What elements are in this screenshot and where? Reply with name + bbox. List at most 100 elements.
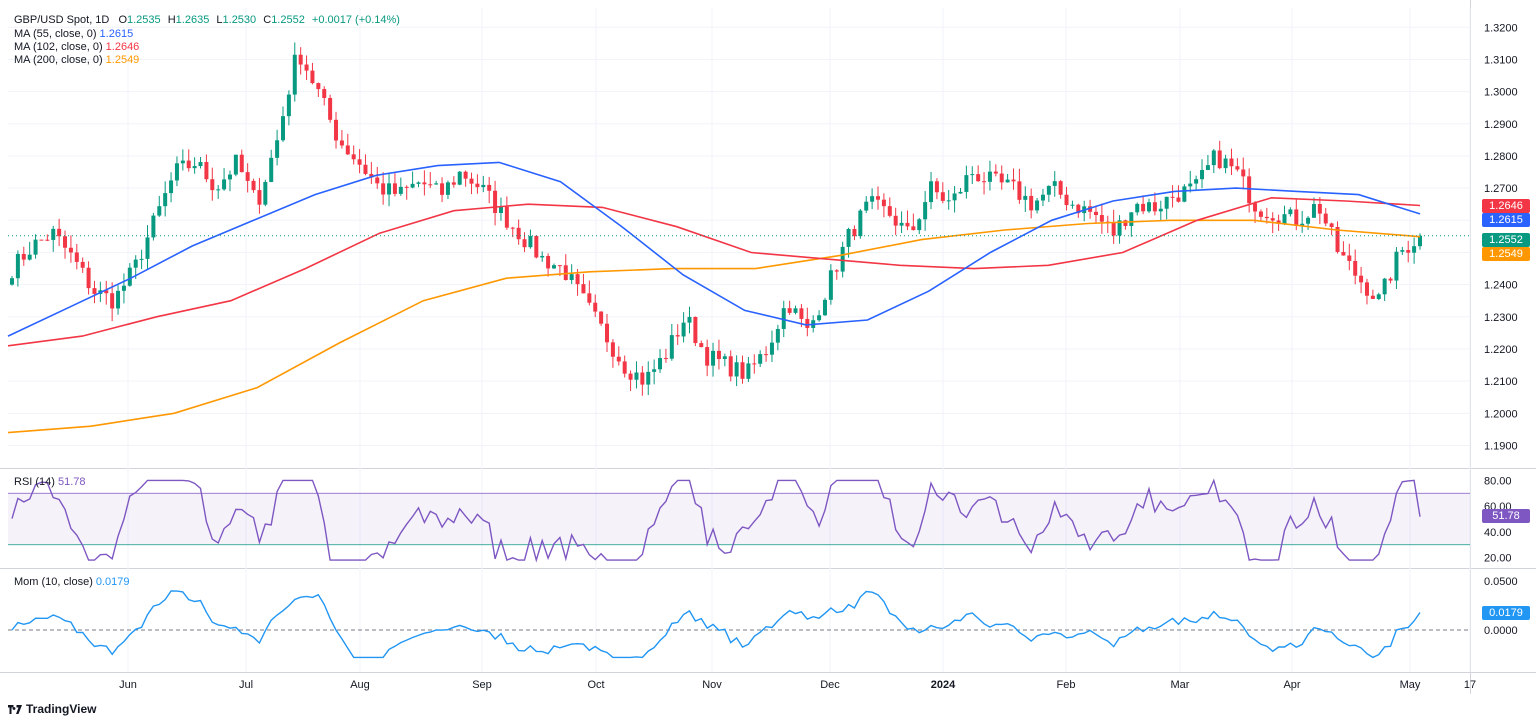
candle-up — [1164, 196, 1169, 209]
candle-down — [110, 293, 115, 309]
candle-up — [1129, 212, 1134, 226]
mom-legend[interactable]: Mom (10, close) 0.0179 — [14, 576, 130, 589]
candle-down — [1270, 218, 1275, 221]
candle-down — [80, 261, 85, 268]
candle-up — [434, 183, 439, 185]
candle-up — [1282, 214, 1287, 224]
rsi-label: RSI (14) — [14, 476, 55, 488]
candle-up — [263, 181, 268, 205]
price-tick-label: 1.2800 — [1484, 151, 1518, 163]
candle-up — [121, 285, 126, 291]
candle-down — [510, 227, 515, 229]
candle-up — [828, 270, 833, 300]
candle-down — [522, 239, 527, 248]
candle-down — [334, 119, 339, 141]
candle-down — [599, 311, 604, 324]
ma55-price-badge: 1.2615 — [1482, 213, 1530, 227]
candle-down — [1058, 181, 1063, 195]
ma200-legend[interactable]: MA (200, close, 0) 1.2549 — [14, 54, 139, 67]
candle-up — [1005, 179, 1010, 183]
candle-down — [976, 174, 981, 182]
rsi-value: 51.78 — [57, 476, 86, 488]
candle-up — [646, 371, 651, 385]
candle-up — [269, 157, 274, 182]
candle-down — [1123, 220, 1128, 226]
rsi-value-badge: 51.78 — [1482, 509, 1530, 523]
candle-down — [86, 267, 91, 289]
ma55-legend[interactable]: MA (55, close, 0) 1.2615 — [14, 28, 133, 41]
price-tick-label: 1.2700 — [1484, 183, 1518, 195]
candle-up — [1412, 246, 1417, 253]
candle-up — [634, 372, 639, 380]
ma200-value: 1.2549 — [105, 54, 140, 66]
price-tick-label: 1.2400 — [1484, 280, 1518, 292]
candle-up — [133, 259, 138, 268]
candle-down — [1359, 275, 1364, 283]
price-change: +0.0017 (+0.14%) — [311, 14, 400, 26]
ma200-line — [7, 219, 1421, 434]
ma102-legend[interactable]: MA (102, close, 0) 1.2646 — [14, 41, 139, 54]
candle-down — [104, 290, 109, 294]
candle-down — [893, 215, 898, 226]
candle-down — [1329, 223, 1334, 227]
candle-up — [658, 358, 663, 370]
price-tick-label: 1.2100 — [1484, 376, 1518, 388]
candle-up — [540, 255, 545, 258]
candle-up — [569, 274, 574, 280]
candle-up — [987, 171, 992, 182]
candle-down — [982, 181, 987, 183]
ohlc-open: O1.2535 — [118, 14, 161, 26]
candle-up — [1040, 194, 1045, 201]
candle-up — [1147, 202, 1152, 212]
candle-down — [204, 162, 209, 180]
tradingview-brand[interactable]: TradingView — [8, 702, 96, 716]
candle-down — [487, 184, 492, 191]
candle-down — [705, 347, 710, 366]
candle-up — [498, 206, 503, 213]
rsi-tick-label: 20.00 — [1484, 553, 1512, 565]
candle-up — [116, 290, 121, 309]
rsi-legend[interactable]: RSI (14) 51.78 — [14, 476, 86, 489]
candle-down — [1406, 250, 1411, 253]
symbol-legend: GBP/USD Spot, 1D O1.2535 H1.2635 L1.2530… — [14, 14, 400, 27]
ma200-price-badge: 1.2549 — [1482, 247, 1530, 261]
candle-up — [946, 200, 951, 202]
candle-down — [63, 236, 68, 248]
candle-down — [1217, 150, 1222, 169]
candle-down — [1235, 166, 1240, 170]
candle-up — [445, 182, 450, 195]
candle-up — [864, 201, 869, 211]
price-tick-label: 1.1900 — [1484, 440, 1518, 452]
ma55-value: 1.2615 — [99, 28, 134, 40]
candle-down — [245, 172, 250, 181]
candle-up — [822, 299, 827, 316]
candle-down — [663, 358, 668, 360]
candle-down — [575, 274, 580, 285]
candle-down — [310, 70, 315, 84]
close-price-badge: 1.2552 — [1482, 233, 1530, 247]
candle-up — [1200, 169, 1205, 180]
candle-down — [328, 97, 333, 120]
candle-down — [345, 145, 350, 155]
candle-down — [1317, 204, 1322, 214]
candle-down — [339, 140, 344, 146]
candle-down — [475, 183, 480, 188]
mom-tick-label: 0.0500 — [1484, 576, 1518, 588]
candle-up — [157, 206, 162, 216]
candle-down — [1335, 226, 1340, 252]
candle-up — [1394, 251, 1399, 281]
time-tick-label: Aug — [350, 679, 370, 691]
time-tick-label: 17 — [1464, 679, 1476, 691]
candle-down — [1253, 203, 1258, 212]
candle-up — [870, 196, 875, 202]
candle-down — [1370, 295, 1375, 299]
candle-up — [145, 237, 150, 259]
candle-up — [746, 363, 751, 379]
time-tick-label: May — [1400, 679, 1421, 691]
candle-down — [787, 308, 792, 313]
candle-down — [210, 179, 215, 191]
time-tick-label: Jul — [239, 679, 253, 691]
candle-up — [151, 215, 156, 238]
candle-down — [699, 343, 704, 348]
